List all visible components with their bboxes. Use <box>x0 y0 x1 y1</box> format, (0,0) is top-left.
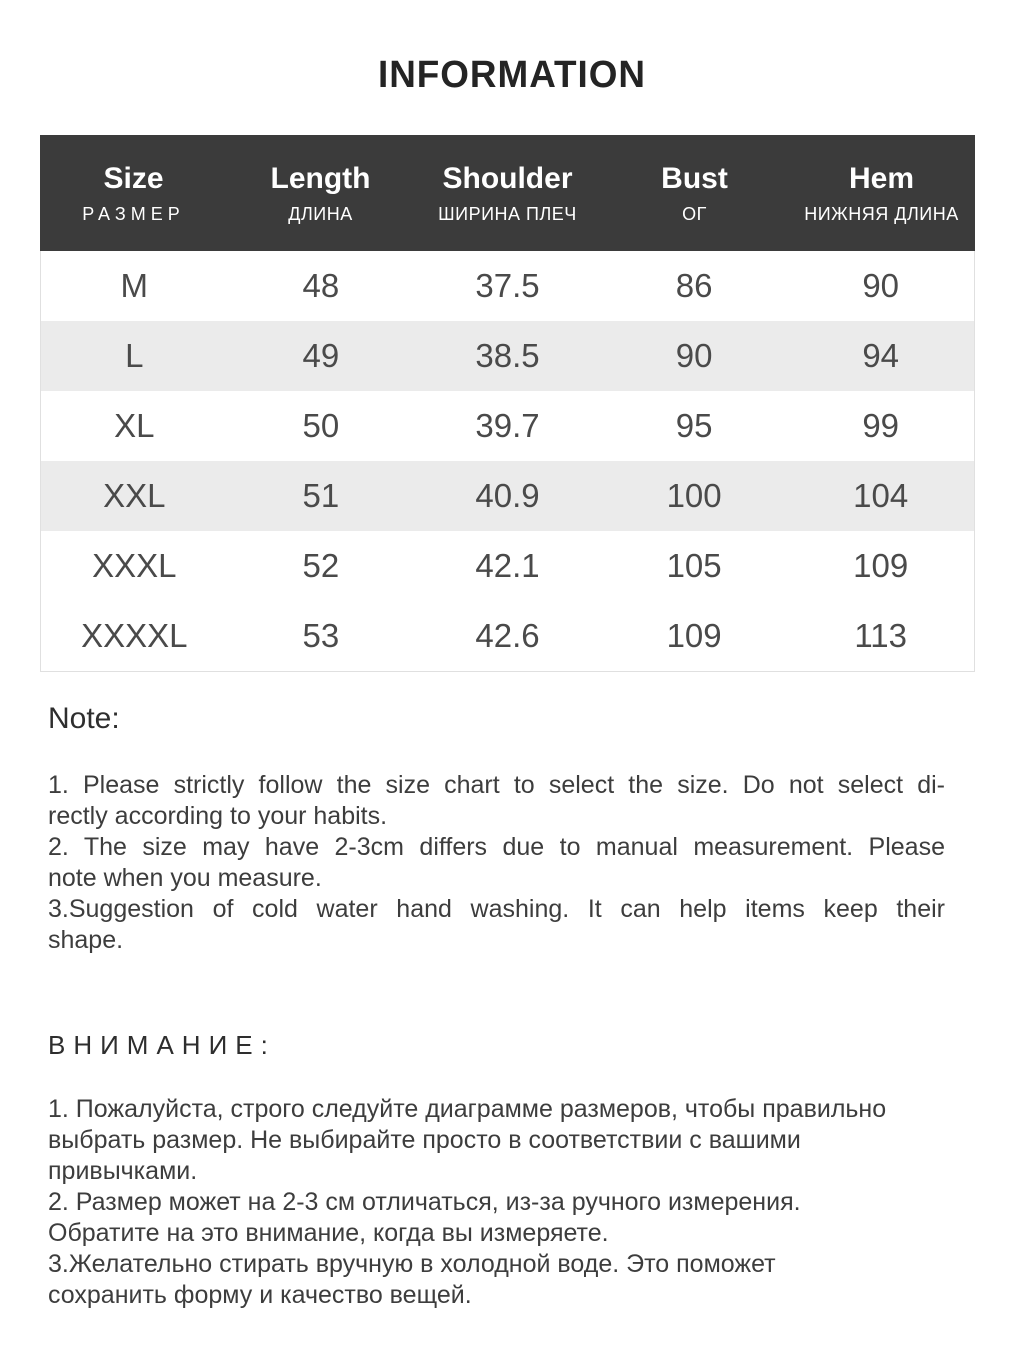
column-header-shoulder: Shoulder ШИРИНА ПЛЕЧ <box>414 135 601 251</box>
shoulder-cell: 42.1 <box>475 547 540 584</box>
text-line: привычками. <box>48 1157 198 1185</box>
column-header-hem: Hem НИЖНЯЯ ДЛИНА <box>788 135 975 251</box>
column-label-ru: НИЖНЯЯ ДЛИНА <box>804 203 959 224</box>
column-label-en: Shoulder <box>442 161 573 195</box>
text-line: 1. Пожалуйста, строго следуйте диаграмме… <box>48 1095 887 1123</box>
column-label-en: Length <box>270 161 371 195</box>
hem-cell: 99 <box>862 407 900 444</box>
length-cell: 49 <box>302 337 340 374</box>
table-row: L 49 38.5 90 94 <box>41 321 974 391</box>
shoulder-cell: 38.5 <box>475 337 540 374</box>
text-line: Обратите на это внимание, когда вы измер… <box>48 1219 609 1247</box>
column-label-en: Size <box>103 161 164 195</box>
bust-cell: 86 <box>675 267 713 304</box>
shoulder-cell: 42.6 <box>475 617 540 654</box>
text-line: 2. The size may have 2-3cm differs due t… <box>48 833 945 861</box>
shoulder-cell: 37.5 <box>475 267 540 304</box>
text-line: 3.Suggestion of cold water hand washing.… <box>48 895 945 923</box>
hem-cell: 113 <box>854 617 907 654</box>
text-line: сохранить форму и качество вещей. <box>48 1281 472 1309</box>
bust-cell: 105 <box>666 547 722 584</box>
text-line: 3.Желательно стирать вручную в холодной … <box>48 1250 776 1278</box>
size-cell: XXL <box>103 477 166 514</box>
length-cell: 50 <box>302 407 340 444</box>
bust-cell: 109 <box>666 617 722 654</box>
note-text: 1. Please strictly follow the size chart… <box>48 770 945 956</box>
length-cell: 51 <box>302 477 340 514</box>
shoulder-cell: 40.9 <box>475 477 540 514</box>
table-row: XXXXL 53 42.6 109 113 <box>41 601 974 671</box>
table-row: M 48 37.5 86 90 <box>41 251 974 321</box>
column-header-size: Size РАЗМЕР <box>40 135 227 251</box>
hem-cell: 109 <box>853 547 909 584</box>
hem-cell: 94 <box>862 337 900 374</box>
text-line: 2. Размер может на 2-3 см отличаться, из… <box>48 1188 801 1216</box>
size-chart-header: Size РАЗМЕР Length ДЛИНА Shoulder ШИРИНА ПЛЕЧ… <box>40 135 975 251</box>
column-label-en: Bust <box>661 161 728 195</box>
text-line: выбрать размер. Не выбирайте просто в со… <box>48 1126 801 1154</box>
column-label-ru: ДЛИНА <box>288 203 353 224</box>
bust-cell: 95 <box>675 407 713 444</box>
table-row: XXL 51 40.9 100 104 <box>41 461 974 531</box>
column-header-bust: Bust ОГ <box>601 135 788 251</box>
note-heading: Note: <box>48 702 120 735</box>
length-cell: 53 <box>302 617 340 654</box>
hem-cell: 90 <box>862 267 900 304</box>
attention-heading: ВНИМАНИЕ: <box>48 1030 276 1060</box>
text-line: note when you measure. <box>48 864 322 892</box>
size-cell: M <box>120 267 149 304</box>
column-label-en: Hem <box>848 161 915 195</box>
size-cell: XXXL <box>92 547 177 584</box>
length-cell: 48 <box>302 267 340 304</box>
size-chart-body: M 48 37.5 86 90 L 49 38.5 90 94 XL 50 39.7 95 99 XXL 51 4… <box>40 251 975 672</box>
attention-text: 1. Пожалуйста, строго следуйте диаграмме… <box>48 1094 945 1311</box>
size-cell: XXXXL <box>81 617 188 654</box>
text-line: 1. Please strictly follow the size chart… <box>48 771 945 799</box>
table-row: XXXL 52 42.1 105 109 <box>41 531 974 601</box>
bust-cell: 100 <box>666 477 722 514</box>
shoulder-cell: 39.7 <box>475 407 540 444</box>
note-section: Note: 1. Please strictly follow the size… <box>48 704 945 956</box>
bust-cell: 90 <box>675 337 713 374</box>
hem-cell: 104 <box>853 477 909 514</box>
size-cell: XL <box>114 407 155 444</box>
column-label-ru: ШИРИНА ПЛЕЧ <box>438 203 577 224</box>
text-line: shape. <box>48 926 124 954</box>
column-label-ru: РАЗМЕР <box>82 203 185 224</box>
table-row: XL 50 39.7 95 99 <box>41 391 974 461</box>
text-line: rectly according to your habits. <box>48 802 388 830</box>
page-title: INFORMATION <box>378 54 646 96</box>
length-cell: 52 <box>302 547 340 584</box>
attention-section: ВНИМАНИЕ: 1. Пожалуйста, строго следуйте… <box>48 1032 945 1311</box>
size-chart-table: Size РАЗМЕР Length ДЛИНА Shoulder ШИРИНА ПЛЕЧ… <box>40 135 975 672</box>
column-label-ru: ОГ <box>682 203 707 224</box>
size-cell: L <box>125 337 144 374</box>
column-header-length: Length ДЛИНА <box>227 135 414 251</box>
